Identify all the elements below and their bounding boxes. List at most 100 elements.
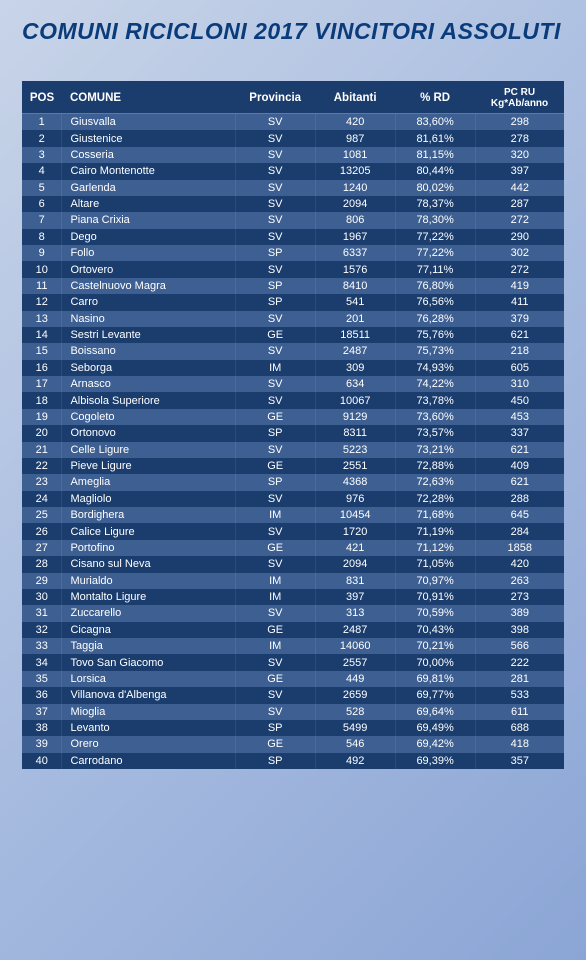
table-cell: Tovo San Giacomo xyxy=(62,654,235,670)
table-cell: 81,15% xyxy=(395,147,475,163)
table-row: 33TaggiaIM1406070,21%566 xyxy=(22,638,564,654)
table-cell: 389 xyxy=(475,605,564,621)
table-cell: 32 xyxy=(22,622,62,638)
table-cell: 37 xyxy=(22,704,62,720)
table-cell: Cicagna xyxy=(62,622,235,638)
table-cell: 611 xyxy=(475,704,564,720)
table-cell: 1081 xyxy=(315,147,395,163)
table-cell: 273 xyxy=(475,589,564,605)
table-cell: 69,42% xyxy=(395,736,475,752)
table-cell: 70,21% xyxy=(395,638,475,654)
table-row: 18Albisola SuperioreSV1006773,78%450 xyxy=(22,392,564,408)
table-cell: 8311 xyxy=(315,425,395,441)
table-cell: 21 xyxy=(22,442,62,458)
table-cell: 281 xyxy=(475,671,564,687)
table-cell: GE xyxy=(235,327,315,343)
table-cell: 1240 xyxy=(315,180,395,196)
table-cell: 83,60% xyxy=(395,114,475,131)
table-row: 38LevantoSP549969,49%688 xyxy=(22,720,564,736)
table-cell: SP xyxy=(235,753,315,769)
table-cell: SV xyxy=(235,196,315,212)
table-row: 8DegoSV196777,22%290 xyxy=(22,229,564,245)
table-cell: 71,68% xyxy=(395,507,475,523)
table-row: 30Montalto LigureIM39770,91%273 xyxy=(22,589,564,605)
table-cell: 11 xyxy=(22,278,62,294)
table-cell: Nasino xyxy=(62,311,235,327)
table-cell: 76,28% xyxy=(395,311,475,327)
table-row: 1GiusvallaSV42083,60%298 xyxy=(22,114,564,131)
table-cell: SP xyxy=(235,474,315,490)
table-cell: 10 xyxy=(22,261,62,277)
table-cell: SV xyxy=(235,687,315,703)
table-cell: SV xyxy=(235,163,315,179)
table-cell: 288 xyxy=(475,491,564,507)
table-cell: 398 xyxy=(475,622,564,638)
table-row: 29MurialdoIM83170,97%263 xyxy=(22,573,564,589)
table-cell: 320 xyxy=(475,147,564,163)
table-cell: 2 xyxy=(22,130,62,146)
table-cell: IM xyxy=(235,638,315,654)
table-row: 6AltareSV209478,37%287 xyxy=(22,196,564,212)
table-cell: 73,57% xyxy=(395,425,475,441)
table-row: 35LorsicaGE44969,81%281 xyxy=(22,671,564,687)
col-comune: COMUNE xyxy=(62,81,235,114)
table-cell: Sestri Levante xyxy=(62,327,235,343)
table-cell: SV xyxy=(235,311,315,327)
table-cell: 2487 xyxy=(315,622,395,638)
table-cell: GE xyxy=(235,622,315,638)
table-cell: 4 xyxy=(22,163,62,179)
table-cell: Montalto Ligure xyxy=(62,589,235,605)
table-cell: 10067 xyxy=(315,392,395,408)
table-cell: 1967 xyxy=(315,229,395,245)
table-cell: 9129 xyxy=(315,409,395,425)
table-row: 3CosseriaSV108181,15%320 xyxy=(22,147,564,163)
table-cell: 449 xyxy=(315,671,395,687)
table-cell: Seborga xyxy=(62,360,235,376)
table-cell: 16 xyxy=(22,360,62,376)
table-cell: 987 xyxy=(315,130,395,146)
table-cell: SV xyxy=(235,491,315,507)
table-cell: 18 xyxy=(22,392,62,408)
table-row: 19CogoletoGE912973,60%453 xyxy=(22,409,564,425)
table-cell: 35 xyxy=(22,671,62,687)
table-cell: 411 xyxy=(475,294,564,310)
table-cell: 72,28% xyxy=(395,491,475,507)
table-cell: GE xyxy=(235,736,315,752)
table-row: 40CarrodanoSP49269,39%357 xyxy=(22,753,564,769)
table-cell: Bordighera xyxy=(62,507,235,523)
table-cell: 492 xyxy=(315,753,395,769)
table-cell: 80,02% xyxy=(395,180,475,196)
table-row: 11Castelnuovo MagraSP841076,80%419 xyxy=(22,278,564,294)
table-cell: Zuccarello xyxy=(62,605,235,621)
table-cell: 218 xyxy=(475,343,564,359)
table-row: 5GarlendaSV124080,02%442 xyxy=(22,180,564,196)
table-cell: 605 xyxy=(475,360,564,376)
table-cell: 13205 xyxy=(315,163,395,179)
table-cell: 3 xyxy=(22,147,62,163)
table-row: 17ArnascoSV63474,22%310 xyxy=(22,376,564,392)
table-cell: 263 xyxy=(475,573,564,589)
table-cell: Piana Crixia xyxy=(62,212,235,228)
table-cell: 72,63% xyxy=(395,474,475,490)
table-row: 39OreroGE54669,42%418 xyxy=(22,736,564,752)
table-cell: Mioglia xyxy=(62,704,235,720)
table-cell: 6337 xyxy=(315,245,395,261)
table-cell: Ortovero xyxy=(62,261,235,277)
table-cell: 806 xyxy=(315,212,395,228)
table-cell: Magliolo xyxy=(62,491,235,507)
table-cell: GE xyxy=(235,409,315,425)
table-cell: Cogoleto xyxy=(62,409,235,425)
table-cell: 546 xyxy=(315,736,395,752)
table-cell: IM xyxy=(235,573,315,589)
table-cell: Levanto xyxy=(62,720,235,736)
table-cell: Arnasco xyxy=(62,376,235,392)
table-row: 7Piana CrixiaSV80678,30%272 xyxy=(22,212,564,228)
table-cell: 36 xyxy=(22,687,62,703)
table-cell: 4368 xyxy=(315,474,395,490)
table-cell: 34 xyxy=(22,654,62,670)
table-cell: 69,39% xyxy=(395,753,475,769)
table-cell: Cisano sul Neva xyxy=(62,556,235,572)
table-cell: 566 xyxy=(475,638,564,654)
table-cell: 70,43% xyxy=(395,622,475,638)
table-row: 31ZuccarelloSV31370,59%389 xyxy=(22,605,564,621)
